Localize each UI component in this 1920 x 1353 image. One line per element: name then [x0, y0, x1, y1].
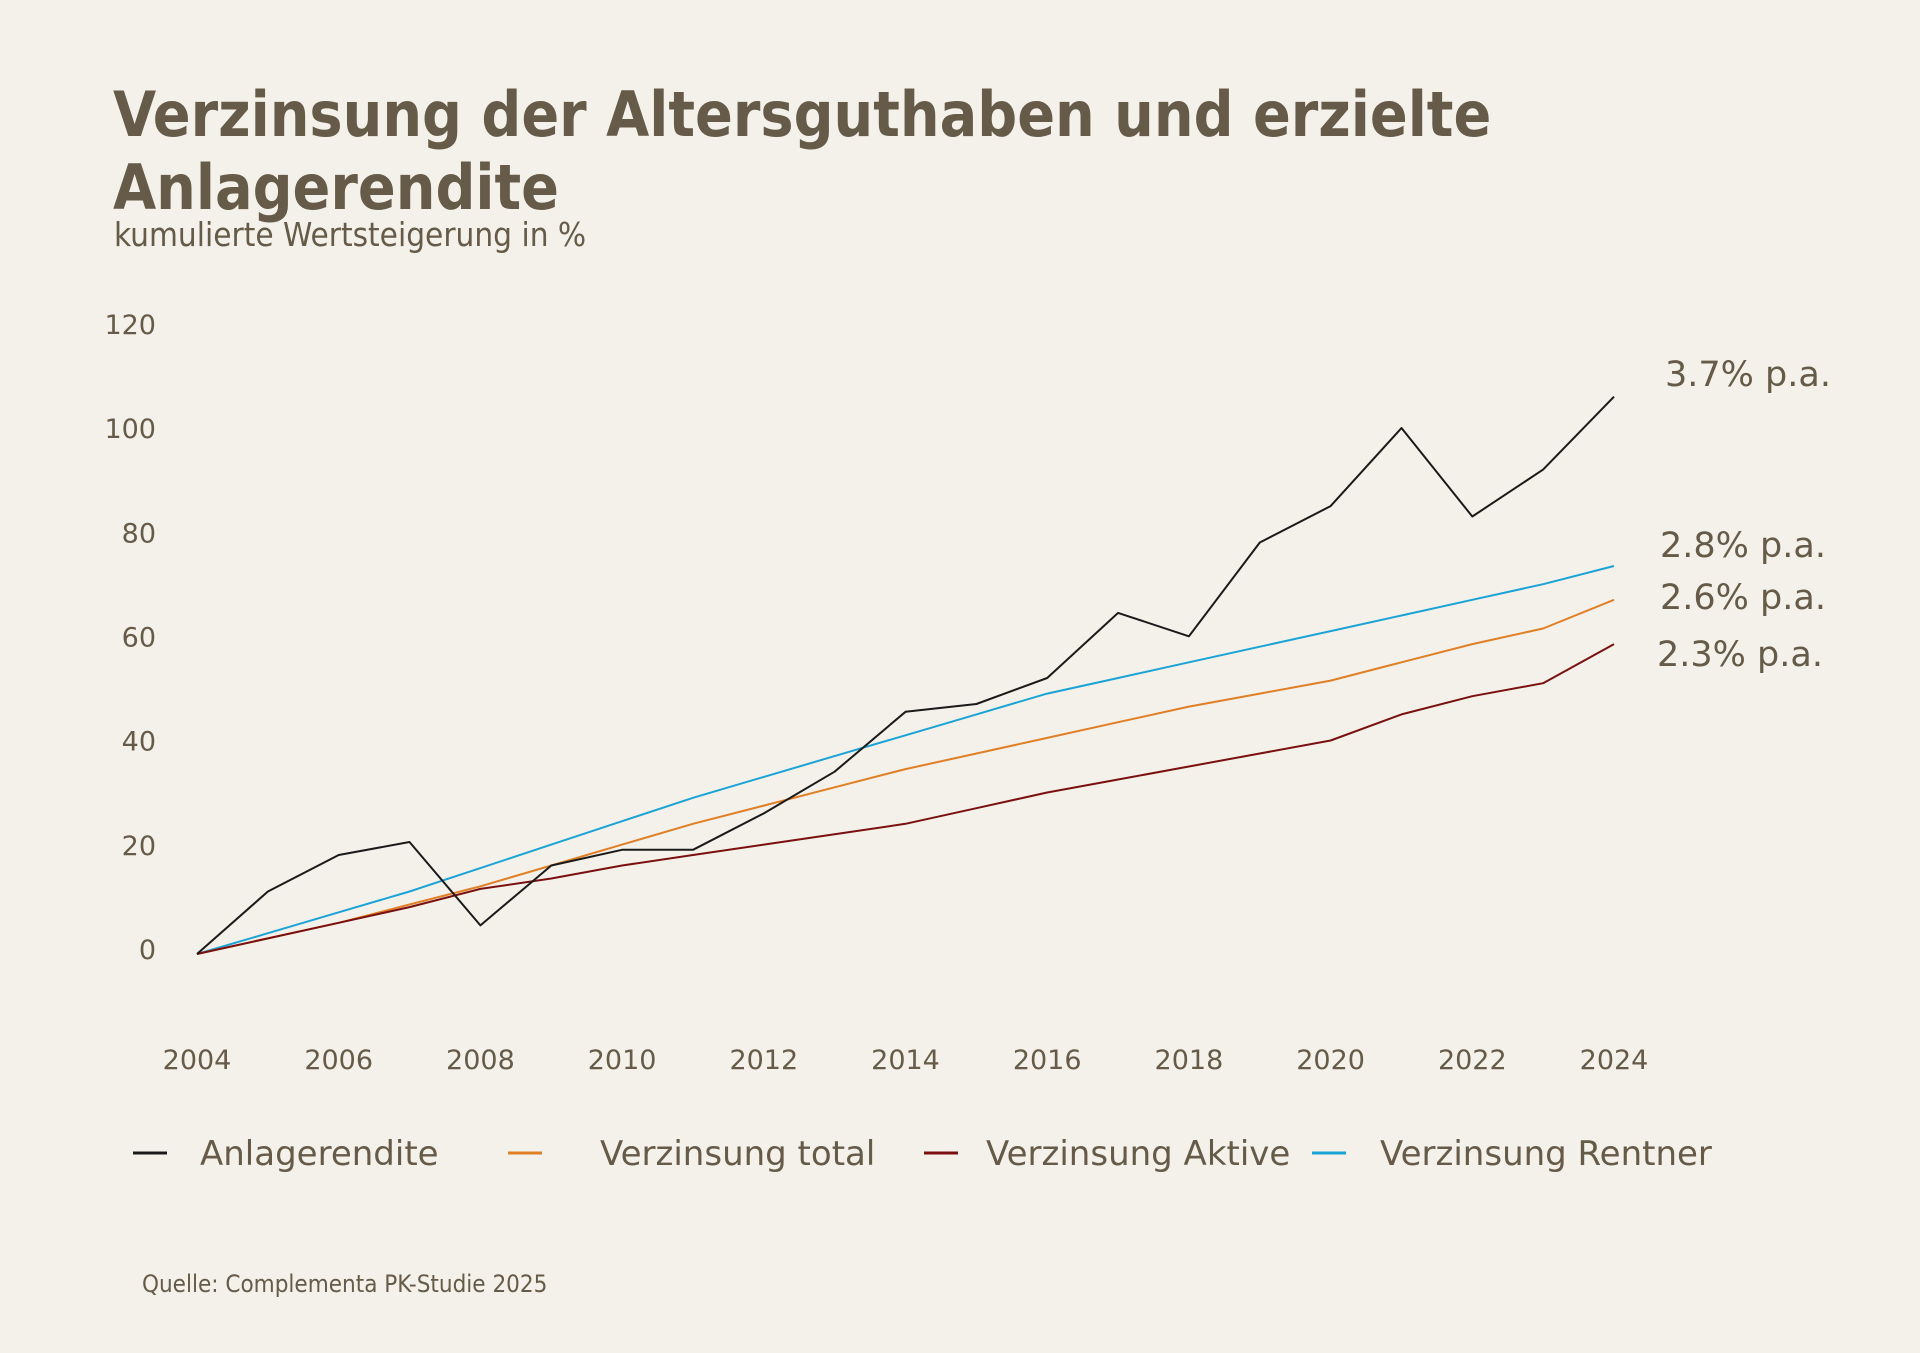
y-axis-label: kumulierte Wertsteigerung in % — [114, 215, 587, 254]
series-line-verzinsung-aktive — [196, 643, 1615, 955]
x-tick-label: 2018 — [1155, 1045, 1224, 1076]
annotation-rate: 2.3% p.a. — [1657, 635, 1823, 675]
y-tick-label: 20 — [122, 831, 156, 862]
series-line-verzinsung-rentner — [196, 565, 1615, 955]
source-note: Quelle: Complementa PK-Studie 2025 — [142, 1270, 548, 1298]
x-tick-label: 2004 — [163, 1045, 232, 1076]
x-tick-label: 2020 — [1296, 1045, 1365, 1076]
x-tick-label: 2012 — [729, 1045, 798, 1076]
x-tick-label: 2022 — [1438, 1045, 1507, 1076]
legend-label: Anlagerendite — [200, 1134, 439, 1174]
legend-label: Verzinsung total — [600, 1134, 875, 1174]
x-tick-label: 2024 — [1580, 1045, 1649, 1076]
y-tick-label: 100 — [104, 414, 156, 445]
legend-label: Verzinsung Rentner — [1380, 1134, 1712, 1174]
legend-label: Verzinsung Aktive — [986, 1134, 1290, 1174]
chart-title: Verzinsung der Altersguthaben und erziel… — [113, 78, 1492, 224]
y-tick-label: 120 — [104, 310, 156, 341]
x-tick-label: 2014 — [871, 1045, 940, 1076]
x-tick-label: 2008 — [446, 1045, 515, 1076]
y-tick-label: 40 — [122, 727, 156, 758]
x-tick-label: 2016 — [1013, 1045, 1082, 1076]
series-line-verzinsung-total — [196, 598, 1615, 955]
y-tick-label: 0 — [139, 935, 156, 966]
annotation-rate: 2.6% p.a. — [1660, 578, 1826, 618]
x-tick-label: 2010 — [588, 1045, 657, 1076]
series-line-anlagerendite — [196, 396, 1615, 955]
annotation-rate: 3.7% p.a. — [1665, 355, 1831, 395]
y-tick-label: 60 — [122, 623, 156, 654]
y-tick-label: 80 — [122, 518, 156, 549]
annotation-rate: 2.8% p.a. — [1660, 526, 1826, 566]
x-tick-label: 2006 — [304, 1045, 373, 1076]
